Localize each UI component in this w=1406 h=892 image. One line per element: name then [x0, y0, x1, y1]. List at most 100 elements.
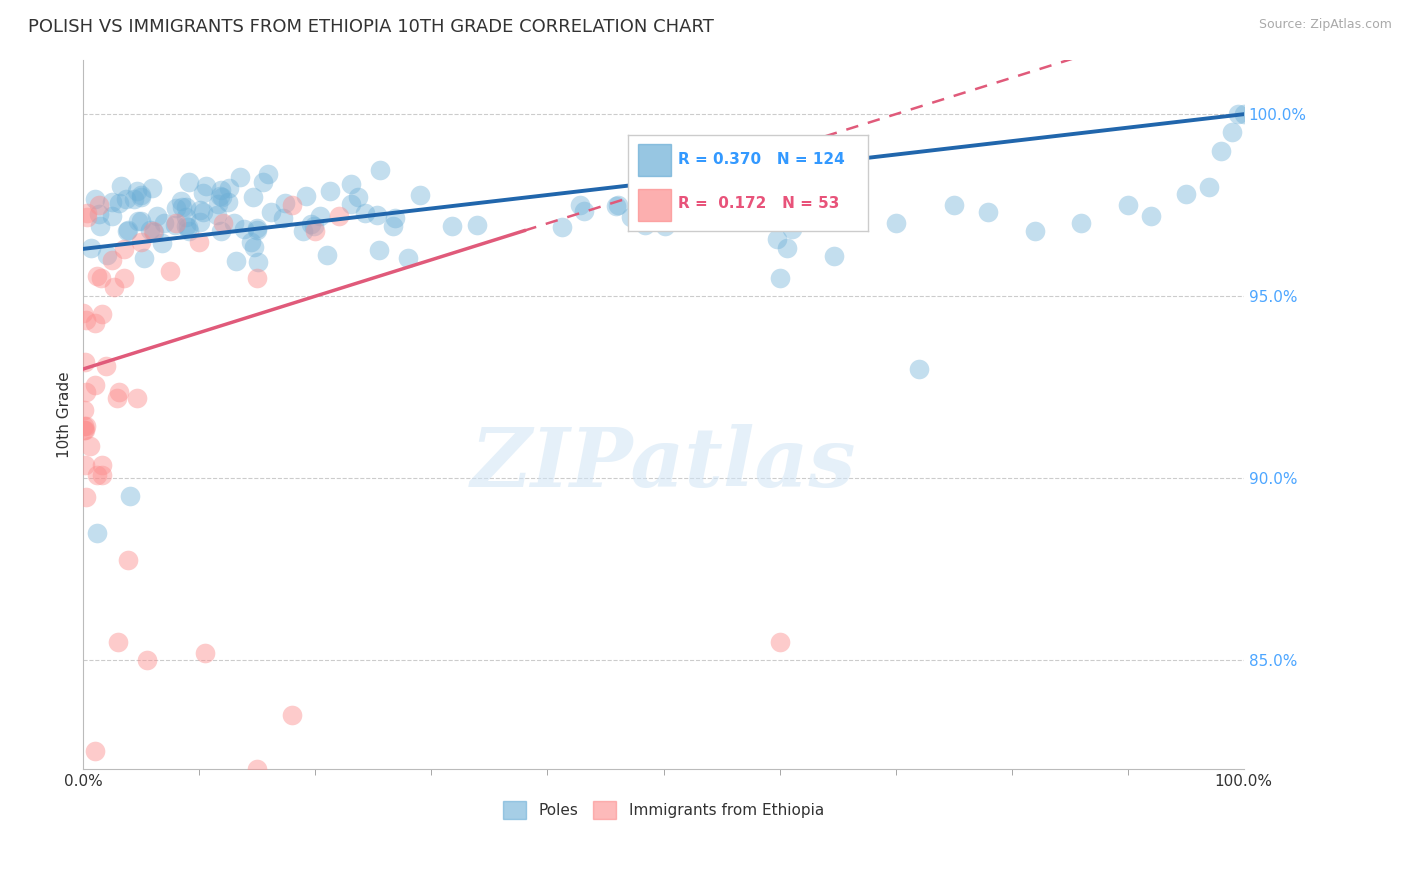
Point — [117, 223, 139, 237]
Point — [366, 208, 388, 222]
Point — [823, 249, 845, 263]
Point — [607, 197, 630, 211]
Point — [84, 377, 107, 392]
Point — [246, 271, 269, 285]
Point — [465, 219, 488, 233]
Y-axis label: 10th Grade: 10th Grade — [58, 371, 72, 458]
Point — [1226, 107, 1249, 121]
Point — [83, 316, 105, 330]
Point — [170, 194, 193, 208]
Point — [347, 190, 370, 204]
Point — [384, 211, 406, 225]
Point — [108, 195, 131, 210]
Point — [172, 200, 194, 214]
Point — [177, 175, 200, 189]
Point — [382, 219, 405, 234]
Point — [125, 184, 148, 198]
Point — [339, 197, 361, 211]
Point — [91, 458, 114, 473]
Point — [408, 188, 430, 202]
Point — [633, 218, 655, 232]
Point — [207, 197, 229, 211]
Point — [94, 359, 117, 373]
Point — [163, 218, 186, 232]
Point — [191, 186, 214, 200]
Point — [765, 232, 787, 246]
Point — [73, 418, 96, 433]
Point — [131, 235, 153, 249]
Point — [246, 254, 269, 268]
Point — [1140, 209, 1163, 223]
Point — [271, 211, 294, 226]
Point — [242, 190, 264, 204]
Point — [810, 199, 832, 213]
Point — [150, 235, 173, 250]
Text: POLISH VS IMMIGRANTS FROM ETHIOPIA 10TH GRADE CORRELATION CHART: POLISH VS IMMIGRANTS FROM ETHIOPIA 10TH … — [28, 18, 714, 36]
Point — [73, 424, 96, 438]
Point — [1209, 144, 1232, 158]
Point — [80, 241, 103, 255]
Point — [225, 253, 247, 268]
Point — [299, 217, 322, 231]
Point — [75, 355, 97, 369]
Point — [112, 271, 135, 285]
Point — [884, 216, 907, 230]
Point — [136, 653, 159, 667]
Point — [122, 192, 145, 206]
Point — [242, 240, 264, 254]
Legend: Poles, Immigrants from Ethiopia: Poles, Immigrants from Ethiopia — [498, 795, 830, 825]
Point — [569, 198, 592, 212]
Point — [211, 190, 233, 204]
Point — [1116, 198, 1139, 212]
Point — [153, 216, 176, 230]
Point — [208, 188, 231, 202]
Point — [194, 646, 217, 660]
Point — [240, 235, 263, 250]
Point — [115, 224, 138, 238]
Point — [302, 219, 325, 233]
Point — [76, 205, 98, 219]
Point — [295, 189, 318, 203]
Point — [165, 216, 187, 230]
Point — [1174, 187, 1197, 202]
Point — [396, 251, 419, 265]
Point — [86, 525, 108, 540]
Point — [103, 279, 125, 293]
Point — [101, 194, 124, 209]
Point — [75, 458, 97, 473]
Point — [281, 707, 304, 722]
Point — [75, 385, 97, 400]
Point — [76, 210, 98, 224]
Point — [260, 204, 283, 219]
Point — [252, 175, 274, 189]
Point — [209, 224, 232, 238]
Point — [83, 744, 105, 758]
Point — [73, 402, 96, 417]
Point — [117, 553, 139, 567]
Point — [86, 467, 108, 482]
Point — [291, 224, 314, 238]
Point — [605, 199, 627, 213]
Point — [942, 198, 965, 212]
Point — [354, 206, 377, 220]
Bar — [637, 189, 671, 221]
Point — [257, 167, 280, 181]
Point — [281, 198, 304, 212]
Point — [75, 490, 97, 504]
Text: Source: ZipAtlas.com: Source: ZipAtlas.com — [1258, 18, 1392, 31]
Point — [340, 178, 363, 192]
Point — [89, 207, 111, 221]
Point — [1024, 224, 1046, 238]
Point — [827, 209, 849, 223]
Point — [654, 202, 676, 217]
Point — [138, 222, 160, 236]
Point — [89, 219, 111, 233]
Point — [75, 313, 97, 327]
Point — [1070, 216, 1092, 230]
Point — [619, 210, 641, 224]
Point — [228, 170, 250, 185]
Point — [83, 192, 105, 206]
Point — [441, 219, 464, 233]
Point — [232, 222, 254, 236]
Point — [1198, 180, 1220, 194]
